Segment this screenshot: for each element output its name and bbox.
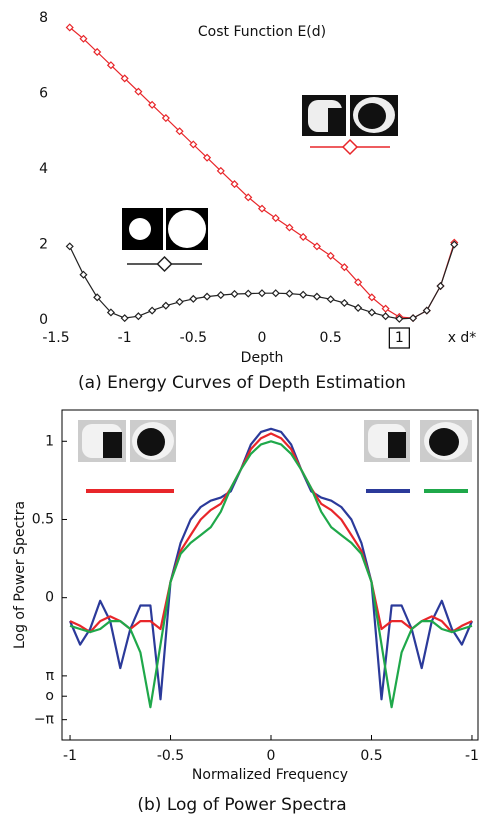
data-point [312, 242, 321, 251]
y-tick-label: o [45, 688, 54, 704]
data-point [436, 281, 445, 291]
x-tick-label: 0.5 [320, 330, 342, 346]
y-tick-label: 2 [39, 237, 48, 253]
series-line [68, 427, 474, 701]
data-point [409, 314, 418, 323]
data-point [134, 87, 143, 96]
data-point [299, 232, 308, 241]
data-point [230, 180, 239, 189]
x-tick-label: -1 [465, 748, 479, 764]
data-point [106, 61, 115, 70]
series-line [69, 244, 455, 320]
data-point [203, 292, 212, 301]
legend-marker [156, 255, 173, 273]
x-axis-label: Normalized Frequency [192, 767, 348, 783]
data-point [340, 263, 349, 272]
x-tick-label: 0 [267, 748, 276, 764]
data-point [93, 47, 102, 57]
data-point [93, 293, 102, 302]
data-point [161, 301, 170, 310]
legend-thumbnails-b [78, 420, 472, 462]
data-point [354, 303, 363, 312]
data-point [189, 294, 198, 303]
data-point [189, 140, 198, 149]
data-point [120, 74, 129, 83]
highlight-box [388, 327, 410, 349]
y-tick-label: −π [34, 712, 55, 728]
data-point [326, 295, 335, 304]
y-tick-label: 6 [39, 86, 48, 102]
y-tick-label: 4 [39, 161, 48, 177]
data-point [299, 290, 308, 299]
caption: (a) Energy Curves of Depth Estimation [78, 373, 406, 393]
data-point [381, 312, 390, 321]
data-point [367, 308, 376, 317]
data-point [134, 312, 143, 321]
data-point [79, 270, 88, 279]
y-tick-label: 0.5 [32, 511, 54, 527]
legend-thumbnails-a [122, 95, 398, 250]
x-tick-label: 1 [395, 330, 404, 346]
data-point [65, 242, 74, 251]
x-tick-label: 0.5 [360, 748, 382, 764]
series-line [69, 440, 473, 709]
legend-marker [341, 138, 359, 156]
data-point [271, 289, 280, 298]
data-point [354, 278, 363, 287]
y-tick-label: 0 [39, 312, 48, 328]
x-tick-label: -1 [63, 748, 77, 764]
data-point [148, 100, 157, 109]
y-tick-label: 1 [45, 433, 54, 449]
y-tick-label: 0 [45, 590, 54, 606]
plot-frame [61, 409, 479, 741]
y-tick-label: π [46, 668, 55, 684]
caption: (b) Log of Power Spectra [137, 795, 346, 815]
data-point [450, 240, 459, 249]
data-point [65, 23, 74, 32]
y-axis-label: Log of Power Spectra [12, 501, 28, 649]
data-point [367, 293, 376, 302]
x-axis-label: Depth [241, 350, 284, 366]
data-point [285, 223, 294, 232]
data-point [161, 113, 170, 123]
data-point [120, 314, 129, 323]
x-tick-label: 0 [258, 330, 267, 346]
data-point [285, 289, 294, 298]
data-point [106, 308, 115, 317]
x-tick-label: -0.5 [180, 330, 207, 346]
data-point [257, 289, 267, 298]
data-point [244, 289, 253, 298]
data-point [244, 193, 253, 202]
x-annotation: x d* [448, 330, 477, 346]
y-tick-label: 8 [39, 10, 48, 26]
data-point [257, 204, 267, 213]
series-line [69, 432, 473, 634]
data-point [216, 291, 225, 300]
data-point [422, 306, 431, 315]
data-point [395, 314, 404, 323]
data-point [326, 251, 335, 260]
data-point [230, 289, 239, 299]
data-point [175, 127, 184, 136]
data-point [79, 34, 88, 43]
chart-title: Cost Function E(d) [198, 24, 326, 40]
data-point [203, 153, 212, 162]
data-point [312, 292, 321, 301]
data-point [175, 297, 184, 306]
data-point [271, 214, 280, 223]
data-point [148, 306, 157, 315]
data-point [340, 298, 349, 308]
series-line [69, 26, 455, 319]
data-point [381, 304, 390, 313]
x-tick-label: -1 [118, 330, 132, 346]
data-point [216, 166, 225, 175]
x-tick-label: -0.5 [157, 748, 184, 764]
x-tick-label: -1.5 [42, 330, 69, 346]
